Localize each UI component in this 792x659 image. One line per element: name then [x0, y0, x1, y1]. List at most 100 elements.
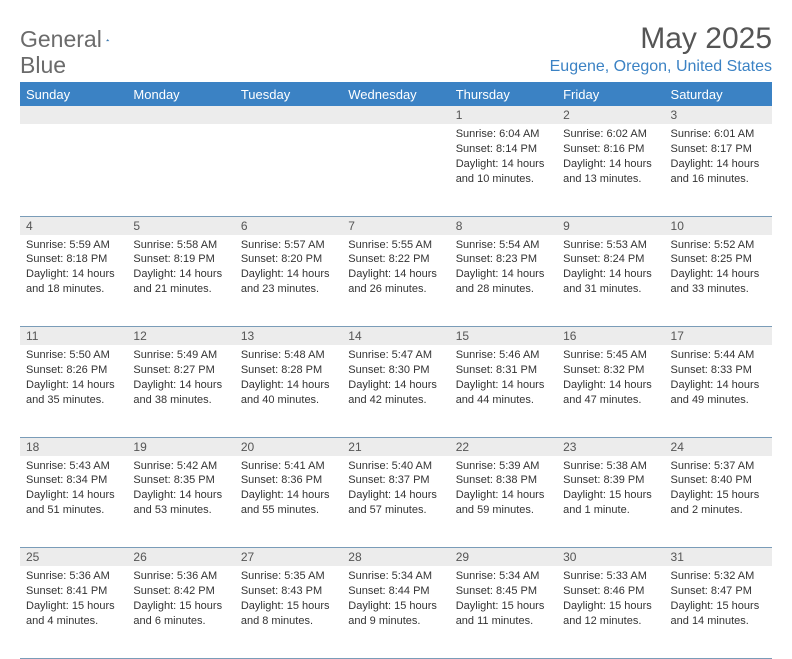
sunrise-line: Sunrise: 5:39 AM	[456, 459, 551, 474]
sunset-line: Sunset: 8:39 PM	[563, 473, 658, 488]
day-number-cell: 2	[557, 106, 664, 124]
day-number-cell: 5	[127, 216, 234, 235]
day-details: Sunrise: 5:57 AMSunset: 8:20 PMDaylight:…	[235, 235, 342, 301]
sunset-line: Sunset: 8:16 PM	[563, 142, 658, 157]
day-details: Sunrise: 5:44 AMSunset: 8:33 PMDaylight:…	[665, 345, 772, 411]
day-number-cell	[342, 106, 449, 124]
sunrise-line: Sunrise: 6:01 AM	[671, 127, 766, 142]
day-details: Sunrise: 5:32 AMSunset: 8:47 PMDaylight:…	[665, 566, 772, 632]
calendar-table: SundayMondayTuesdayWednesdayThursdayFrid…	[20, 82, 772, 659]
day-content-row: Sunrise: 5:36 AMSunset: 8:41 PMDaylight:…	[20, 566, 772, 658]
sunrise-line: Sunrise: 5:41 AM	[241, 459, 336, 474]
day-content-cell: Sunrise: 5:57 AMSunset: 8:20 PMDaylight:…	[235, 235, 342, 327]
sunrise-line: Sunrise: 5:59 AM	[26, 238, 121, 253]
daylight-line: Daylight: 15 hours and 1 minute.	[563, 488, 658, 518]
day-number-cell	[235, 106, 342, 124]
daylight-line: Daylight: 14 hours and 44 minutes.	[456, 378, 551, 408]
sunrise-line: Sunrise: 5:38 AM	[563, 459, 658, 474]
day-content-row: Sunrise: 5:43 AMSunset: 8:34 PMDaylight:…	[20, 456, 772, 548]
sunset-line: Sunset: 8:46 PM	[563, 584, 658, 599]
daylight-line: Daylight: 14 hours and 33 minutes.	[671, 267, 766, 297]
weekday-header-row: SundayMondayTuesdayWednesdayThursdayFrid…	[20, 83, 772, 107]
weekday-header: Sunday	[20, 83, 127, 107]
day-number-cell: 10	[665, 216, 772, 235]
day-content-cell: Sunrise: 5:44 AMSunset: 8:33 PMDaylight:…	[665, 345, 772, 437]
sunrise-line: Sunrise: 5:44 AM	[671, 348, 766, 363]
weekday-header: Saturday	[665, 83, 772, 107]
day-details: Sunrise: 5:48 AMSunset: 8:28 PMDaylight:…	[235, 345, 342, 411]
daylight-line: Daylight: 15 hours and 8 minutes.	[241, 599, 336, 629]
day-content-cell: Sunrise: 5:47 AMSunset: 8:30 PMDaylight:…	[342, 345, 449, 437]
day-details: Sunrise: 5:47 AMSunset: 8:30 PMDaylight:…	[342, 345, 449, 411]
daylight-line: Daylight: 14 hours and 28 minutes.	[456, 267, 551, 297]
day-number-cell	[127, 106, 234, 124]
day-content-cell: Sunrise: 5:34 AMSunset: 8:44 PMDaylight:…	[342, 566, 449, 658]
day-content-cell: Sunrise: 5:49 AMSunset: 8:27 PMDaylight:…	[127, 345, 234, 437]
sunset-line: Sunset: 8:40 PM	[671, 473, 766, 488]
day-content-cell: Sunrise: 6:01 AMSunset: 8:17 PMDaylight:…	[665, 124, 772, 216]
day-details: Sunrise: 5:41 AMSunset: 8:36 PMDaylight:…	[235, 456, 342, 522]
day-number-cell	[20, 106, 127, 124]
day-number-cell: 29	[450, 548, 557, 567]
day-content-cell: Sunrise: 5:36 AMSunset: 8:41 PMDaylight:…	[20, 566, 127, 658]
day-content-cell: Sunrise: 5:54 AMSunset: 8:23 PMDaylight:…	[450, 235, 557, 327]
day-content-cell: Sunrise: 5:41 AMSunset: 8:36 PMDaylight:…	[235, 456, 342, 548]
sunset-line: Sunset: 8:34 PM	[26, 473, 121, 488]
daylight-line: Daylight: 14 hours and 26 minutes.	[348, 267, 443, 297]
day-number-row: 123	[20, 106, 772, 124]
day-number-cell: 4	[20, 216, 127, 235]
day-number-cell: 8	[450, 216, 557, 235]
sunset-line: Sunset: 8:25 PM	[671, 252, 766, 267]
day-number-cell: 16	[557, 327, 664, 346]
day-content-cell: Sunrise: 5:52 AMSunset: 8:25 PMDaylight:…	[665, 235, 772, 327]
sunrise-line: Sunrise: 6:04 AM	[456, 127, 551, 142]
sunrise-line: Sunrise: 5:40 AM	[348, 459, 443, 474]
month-title: May 2025	[550, 22, 772, 56]
sunset-line: Sunset: 8:18 PM	[26, 252, 121, 267]
day-content-cell: Sunrise: 5:55 AMSunset: 8:22 PMDaylight:…	[342, 235, 449, 327]
sunset-line: Sunset: 8:43 PM	[241, 584, 336, 599]
brand-word-general: General	[20, 26, 102, 53]
day-details: Sunrise: 5:58 AMSunset: 8:19 PMDaylight:…	[127, 235, 234, 301]
sunrise-line: Sunrise: 5:37 AM	[671, 459, 766, 474]
day-details: Sunrise: 5:55 AMSunset: 8:22 PMDaylight:…	[342, 235, 449, 301]
weekday-header: Friday	[557, 83, 664, 107]
daylight-line: Daylight: 15 hours and 12 minutes.	[563, 599, 658, 629]
daylight-line: Daylight: 15 hours and 11 minutes.	[456, 599, 551, 629]
daylight-line: Daylight: 14 hours and 53 minutes.	[133, 488, 228, 518]
weekday-header: Monday	[127, 83, 234, 107]
sunset-line: Sunset: 8:19 PM	[133, 252, 228, 267]
day-details: Sunrise: 5:36 AMSunset: 8:41 PMDaylight:…	[20, 566, 127, 632]
sunset-line: Sunset: 8:24 PM	[563, 252, 658, 267]
weekday-header: Thursday	[450, 83, 557, 107]
day-number-cell: 6	[235, 216, 342, 235]
calendar-body: 123 Sunrise: 6:04 AMSunset: 8:14 PM Daylig…	[20, 106, 772, 658]
day-details: Sunrise: 5:52 AMSunset: 8:25 PMDaylight:…	[665, 235, 772, 301]
daylight-line: Daylight: 15 hours and 6 minutes.	[133, 599, 228, 629]
sunrise-line: Sunrise: 5:43 AM	[26, 459, 121, 474]
daylight-line: Daylight: 14 hours and 31 minutes.	[563, 267, 658, 297]
day-content-cell: Sunrise: 5:33 AMSunset: 8:46 PMDaylight:…	[557, 566, 664, 658]
day-details: Sunrise: 5:34 AMSunset: 8:44 PMDaylight:…	[342, 566, 449, 632]
sunrise-line: Sunrise: 5:36 AM	[26, 569, 121, 584]
day-details: Sunrise: 5:40 AMSunset: 8:37 PMDaylight:…	[342, 456, 449, 522]
day-content-cell: Sunrise: 5:46 AMSunset: 8:31 PMDaylight:…	[450, 345, 557, 437]
daylight-line: Daylight: 15 hours and 9 minutes.	[348, 599, 443, 629]
day-number-cell: 19	[127, 437, 234, 456]
day-content-cell: Sunrise: 5:32 AMSunset: 8:47 PMDaylight:…	[665, 566, 772, 658]
day-content-cell: Sunrise: 5:39 AMSunset: 8:38 PMDaylight:…	[450, 456, 557, 548]
daylight-line: Daylight: 14 hours and 21 minutes.	[133, 267, 228, 297]
sunset-line: Sunset: 8:35 PM	[133, 473, 228, 488]
sunrise-line: Sunrise: 5:49 AM	[133, 348, 228, 363]
day-number-cell: 3	[665, 106, 772, 124]
daylight-line: Daylight: 14 hours and 51 minutes.	[26, 488, 121, 518]
sail-icon	[106, 31, 110, 49]
day-details: Sunrise: 5:39 AMSunset: 8:38 PMDaylight:…	[450, 456, 557, 522]
daylight-line: Daylight: 15 hours and 14 minutes.	[671, 599, 766, 629]
day-number-cell: 28	[342, 548, 449, 567]
sunrise-line: Sunrise: 5:34 AM	[456, 569, 551, 584]
day-details: Sunrise: 6:02 AMSunset: 8:16 PMDaylight:…	[557, 124, 664, 190]
sunset-line: Sunset: 8:31 PM	[456, 363, 551, 378]
sunset-line: Sunset: 8:14 PM	[456, 142, 551, 157]
sunset-line: Sunset: 8:36 PM	[241, 473, 336, 488]
